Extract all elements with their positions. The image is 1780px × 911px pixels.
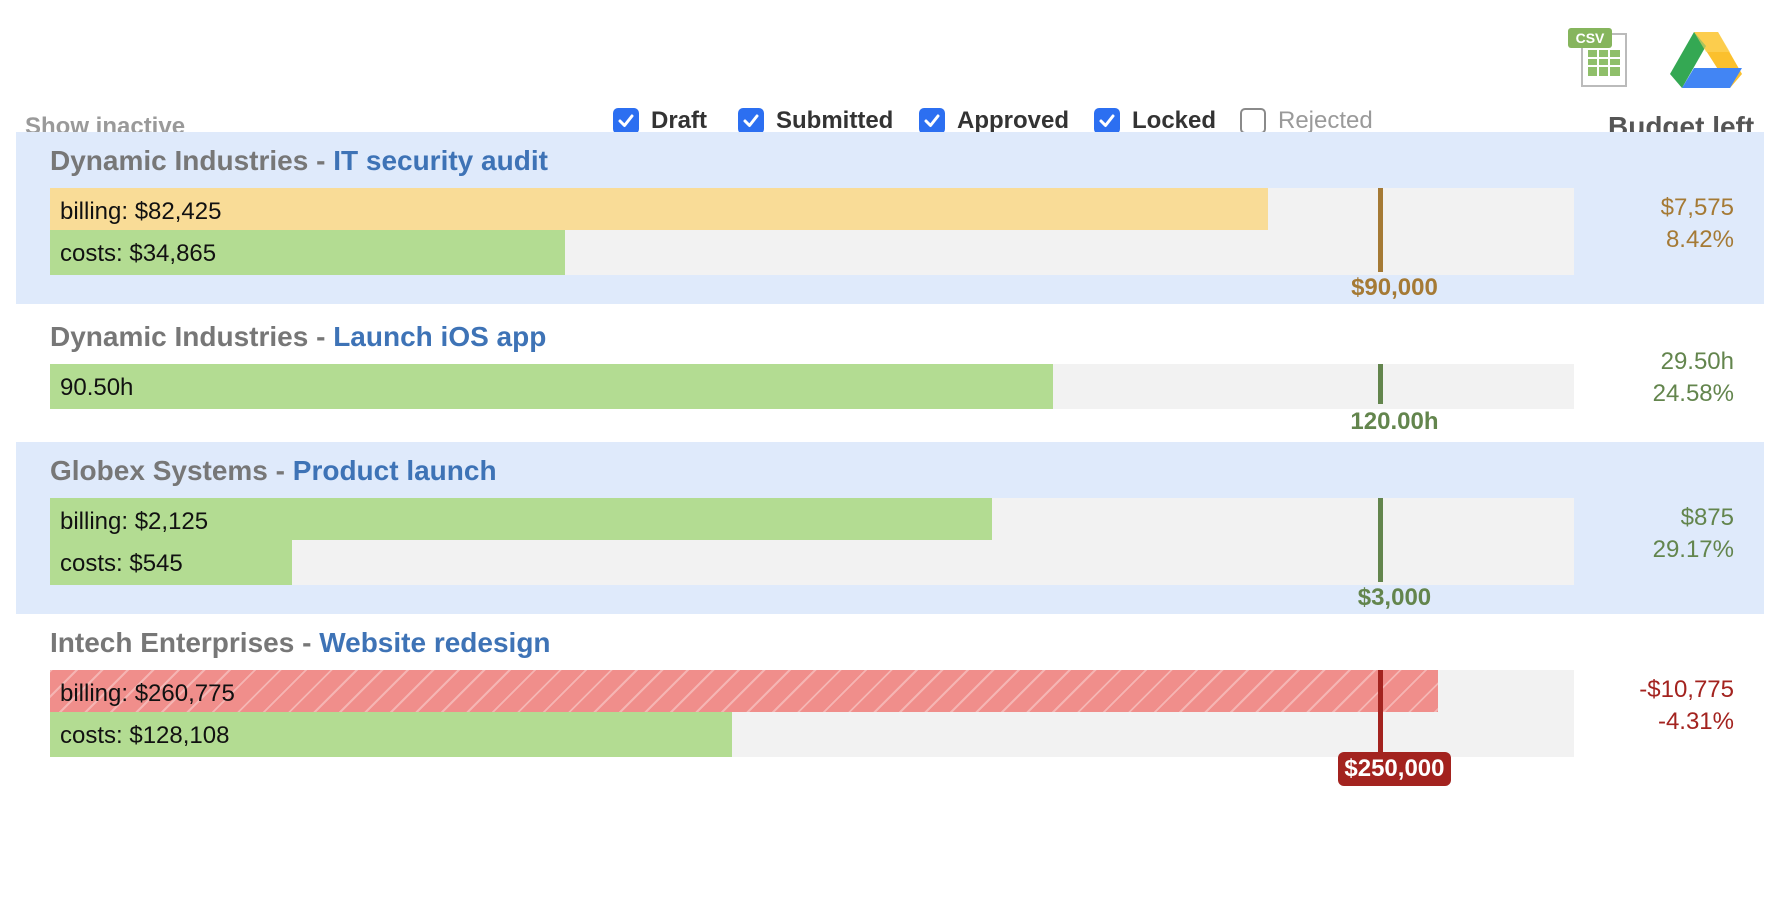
budget-label: $90,000 bbox=[1351, 274, 1438, 301]
budget-left-amount: -$10,775 bbox=[1639, 676, 1734, 703]
project-row: Intech Enterprises - Website redesign bi… bbox=[16, 614, 1764, 804]
google-drive-icon[interactable] bbox=[1670, 30, 1742, 90]
hours-track: 90.50h bbox=[50, 364, 1574, 409]
budget-marker bbox=[1378, 364, 1384, 404]
export-icons: CSV bbox=[1568, 22, 1768, 92]
draft-label: Draft bbox=[651, 107, 708, 134]
title-separator: - bbox=[308, 145, 334, 176]
costs-label: costs: $128,108 bbox=[60, 722, 230, 749]
billing-label: billing: $82,425 bbox=[60, 198, 222, 225]
costs-label: costs: $34,865 bbox=[60, 240, 217, 267]
costs-bar: costs: $34,865 bbox=[50, 230, 566, 275]
filter-approved[interactable]: Approved bbox=[919, 107, 1069, 135]
filter-submitted[interactable]: Submitted bbox=[738, 107, 893, 135]
title-separator: - bbox=[294, 627, 320, 658]
budget-left-percent: 8.42% bbox=[1665, 226, 1734, 253]
budget-marker bbox=[1378, 498, 1384, 582]
budget-marker bbox=[1378, 670, 1384, 756]
project-link[interactable]: Website redesign bbox=[319, 627, 551, 658]
budget-left-percent: 24.58% bbox=[1652, 380, 1734, 407]
budget-label: $3,000 bbox=[1357, 584, 1432, 611]
csv-export-icon[interactable]: CSV bbox=[1568, 28, 1634, 88]
client-name: Dynamic Industries bbox=[50, 145, 309, 176]
checkmark-icon bbox=[618, 114, 634, 127]
locked-label: Locked bbox=[1132, 107, 1217, 134]
csv-badge-text: CSV bbox=[1576, 30, 1605, 46]
approved-checkbox[interactable] bbox=[919, 108, 945, 134]
draft-checkbox[interactable] bbox=[613, 108, 639, 134]
costs-bar: costs: $545 bbox=[50, 540, 292, 585]
client-name: Dynamic Industries bbox=[50, 321, 309, 352]
project-title: Dynamic Industries - Launch iOS app bbox=[50, 321, 546, 353]
billing-track: billing: $2,125 bbox=[50, 498, 1574, 543]
budget-marker bbox=[1378, 188, 1384, 272]
project-link[interactable]: Product launch bbox=[292, 455, 497, 486]
billing-label: billing: $260,775 bbox=[60, 680, 235, 707]
billing-track: billing: $82,425 bbox=[50, 188, 1574, 233]
submitted-checkbox[interactable] bbox=[738, 108, 764, 134]
client-name: Globex Systems bbox=[50, 455, 268, 486]
costs-track: costs: $545 bbox=[50, 540, 1574, 585]
title-separator: - bbox=[308, 321, 334, 352]
costs-track: costs: $34,865 bbox=[50, 230, 1574, 275]
rejected-label: Rejected bbox=[1278, 107, 1373, 134]
hours-bar: 90.50h bbox=[50, 364, 1054, 409]
project-row: Dynamic Industries - Launch iOS app 90.5… bbox=[16, 304, 1764, 442]
budget-left-amount: $7,575 bbox=[1660, 194, 1734, 221]
budget-left-percent: -4.31% bbox=[1657, 708, 1734, 735]
filter-locked[interactable]: Locked bbox=[1094, 107, 1216, 135]
billing-label: billing: $2,125 bbox=[60, 508, 209, 535]
project-row: Dynamic Industries - IT security audit b… bbox=[16, 132, 1764, 304]
project-row: Globex Systems - Product launch billing:… bbox=[16, 442, 1764, 614]
budget-left-amount: $875 bbox=[1680, 504, 1734, 531]
project-title: Dynamic Industries - IT security audit bbox=[50, 145, 548, 177]
budget-left-percent: 29.17% bbox=[1652, 536, 1734, 563]
budget-label: $250,000 bbox=[1338, 752, 1451, 786]
title-separator: - bbox=[267, 455, 293, 486]
project-link[interactable]: Launch iOS app bbox=[333, 321, 547, 352]
filter-rejected[interactable]: Rejected bbox=[1240, 107, 1373, 135]
project-title: Intech Enterprises - Website redesign bbox=[50, 627, 551, 659]
filter-draft[interactable]: Draft bbox=[613, 107, 707, 135]
costs-track: costs: $128,108 bbox=[50, 712, 1574, 757]
billing-bar: billing: $260,775 bbox=[50, 670, 1438, 715]
budget-left-amount: 29.50h bbox=[1660, 348, 1734, 375]
billing-track: billing: $260,775 bbox=[50, 670, 1574, 715]
billing-bar: billing: $82,425 bbox=[50, 188, 1269, 233]
project-title: Globex Systems - Product launch bbox=[50, 455, 497, 487]
checkmark-icon bbox=[1099, 114, 1115, 127]
filter-row: Show inactive Draft Submitted Approved L… bbox=[0, 103, 1780, 143]
project-link[interactable]: IT security audit bbox=[333, 145, 548, 176]
locked-checkbox[interactable] bbox=[1094, 108, 1120, 134]
checkmark-icon bbox=[924, 114, 940, 127]
hours-label: 90.50h bbox=[60, 374, 134, 401]
costs-bar: costs: $128,108 bbox=[50, 712, 732, 757]
approved-label: Approved bbox=[957, 107, 1070, 134]
budget-label: 120.00h bbox=[1350, 408, 1439, 435]
costs-label: costs: $545 bbox=[60, 550, 183, 577]
submitted-label: Submitted bbox=[776, 107, 894, 134]
checkmark-icon bbox=[743, 114, 759, 127]
client-name: Intech Enterprises bbox=[50, 627, 295, 658]
rejected-checkbox[interactable] bbox=[1240, 108, 1266, 134]
billing-bar: billing: $2,125 bbox=[50, 498, 993, 543]
